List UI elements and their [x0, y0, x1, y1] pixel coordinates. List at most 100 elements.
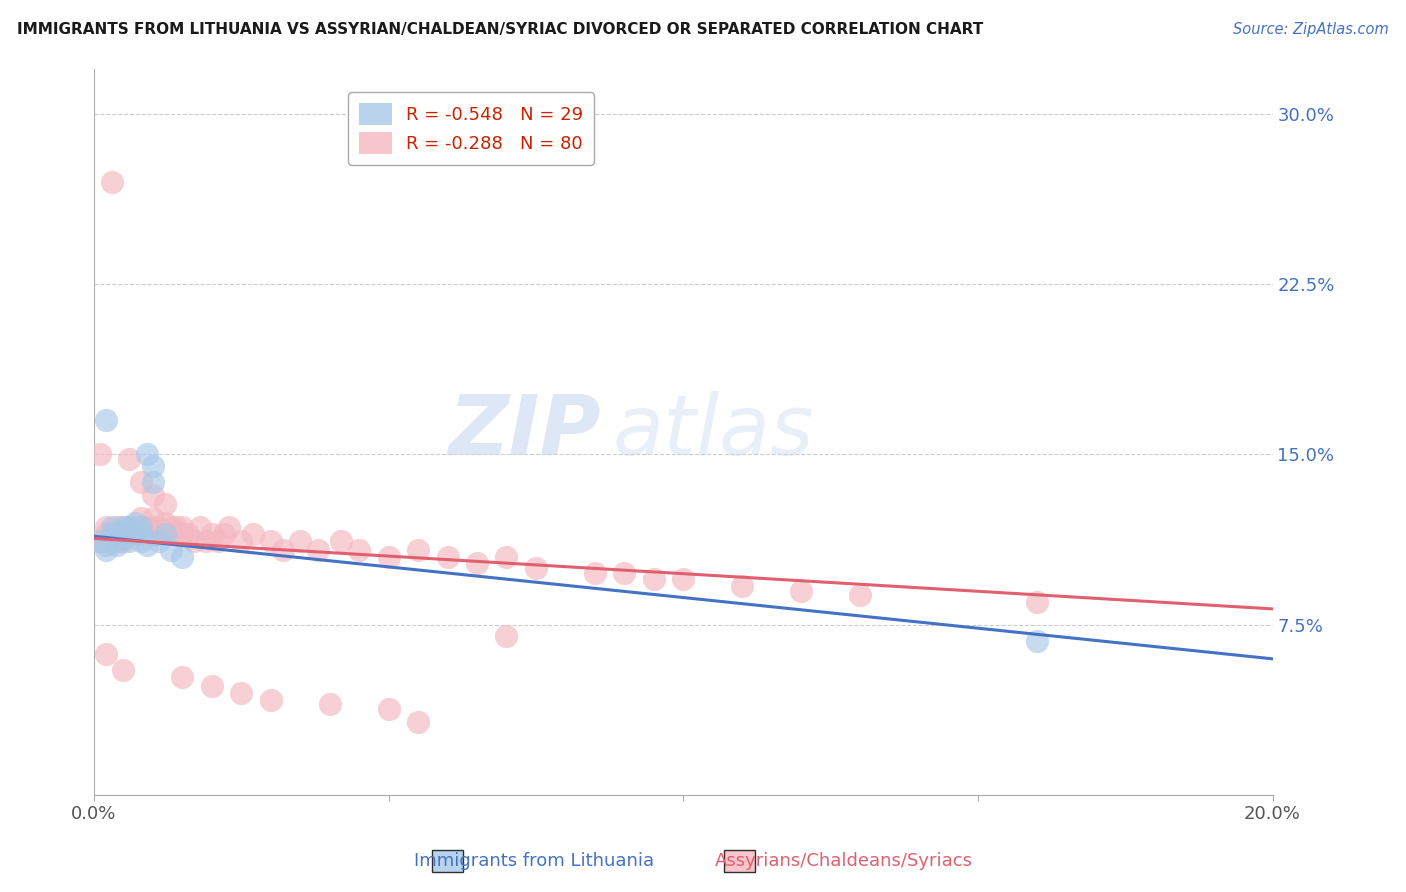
- Point: [159, 527, 181, 541]
- Point: [142, 527, 165, 541]
- Point: [307, 542, 329, 557]
- Point: [212, 527, 235, 541]
- Point: [107, 527, 129, 541]
- Point: [406, 715, 429, 730]
- Point: [118, 520, 141, 534]
- Point: [100, 527, 122, 541]
- Point: [142, 488, 165, 502]
- Point: [94, 527, 117, 541]
- Point: [94, 520, 117, 534]
- Point: [165, 520, 187, 534]
- Point: [100, 527, 122, 541]
- Point: [201, 679, 224, 693]
- Point: [159, 542, 181, 557]
- Text: Assyrians/Chaldeans/Syriacs: Assyrians/Chaldeans/Syriacs: [714, 852, 973, 870]
- Point: [129, 511, 152, 525]
- Point: [129, 527, 152, 541]
- Point: [172, 527, 194, 541]
- Point: [172, 670, 194, 684]
- Point: [129, 527, 152, 541]
- Point: [118, 533, 141, 548]
- Point: [495, 549, 517, 564]
- Point: [94, 533, 117, 548]
- Text: atlas: atlas: [613, 392, 814, 472]
- Point: [112, 520, 135, 534]
- Point: [100, 520, 122, 534]
- Point: [112, 663, 135, 677]
- Point: [136, 520, 159, 534]
- Point: [94, 538, 117, 552]
- Point: [89, 533, 111, 548]
- Point: [290, 533, 312, 548]
- Point: [1025, 595, 1047, 609]
- Point: [148, 533, 170, 548]
- Point: [849, 588, 872, 602]
- Point: [347, 542, 370, 557]
- Point: [129, 533, 152, 548]
- Point: [377, 702, 399, 716]
- Point: [201, 527, 224, 541]
- Point: [153, 527, 176, 541]
- Point: [377, 549, 399, 564]
- Point: [260, 692, 283, 706]
- FancyBboxPatch shape: [432, 850, 463, 872]
- Point: [436, 549, 458, 564]
- Point: [129, 520, 152, 534]
- Point: [129, 475, 152, 489]
- Point: [118, 527, 141, 541]
- Point: [107, 533, 129, 548]
- Point: [89, 533, 111, 548]
- Text: IMMIGRANTS FROM LITHUANIA VS ASSYRIAN/CHALDEAN/SYRIAC DIVORCED OR SEPARATED CORR: IMMIGRANTS FROM LITHUANIA VS ASSYRIAN/CH…: [17, 22, 983, 37]
- Point: [495, 629, 517, 643]
- Point: [231, 686, 253, 700]
- Text: Immigrants from Lithuania: Immigrants from Lithuania: [415, 852, 654, 870]
- Point: [207, 533, 229, 548]
- Point: [124, 524, 146, 539]
- Point: [124, 527, 146, 541]
- Point: [218, 520, 240, 534]
- Point: [100, 175, 122, 189]
- Point: [124, 520, 146, 534]
- Point: [112, 533, 135, 548]
- Point: [107, 527, 129, 541]
- Point: [136, 448, 159, 462]
- Point: [136, 538, 159, 552]
- Point: [118, 520, 141, 534]
- Point: [172, 520, 194, 534]
- Point: [183, 533, 205, 548]
- Point: [153, 516, 176, 530]
- Point: [94, 413, 117, 427]
- Point: [242, 527, 264, 541]
- Point: [124, 524, 146, 539]
- Point: [172, 549, 194, 564]
- Point: [613, 566, 636, 580]
- Point: [148, 527, 170, 541]
- Point: [177, 527, 200, 541]
- Point: [118, 452, 141, 467]
- Point: [89, 448, 111, 462]
- Point: [136, 527, 159, 541]
- Point: [194, 533, 217, 548]
- Point: [112, 527, 135, 541]
- Point: [94, 542, 117, 557]
- Point: [330, 533, 353, 548]
- Point: [159, 520, 181, 534]
- Point: [148, 520, 170, 534]
- Point: [188, 520, 211, 534]
- Point: [465, 557, 488, 571]
- Point: [118, 527, 141, 541]
- Point: [260, 533, 283, 548]
- Point: [124, 516, 146, 530]
- Point: [672, 573, 695, 587]
- Point: [271, 542, 294, 557]
- Point: [318, 698, 340, 712]
- Point: [524, 561, 547, 575]
- Point: [142, 458, 165, 473]
- Point: [142, 511, 165, 525]
- Point: [94, 648, 117, 662]
- Point: [231, 533, 253, 548]
- Point: [1025, 633, 1047, 648]
- Point: [100, 533, 122, 548]
- Point: [112, 520, 135, 534]
- Text: Source: ZipAtlas.com: Source: ZipAtlas.com: [1233, 22, 1389, 37]
